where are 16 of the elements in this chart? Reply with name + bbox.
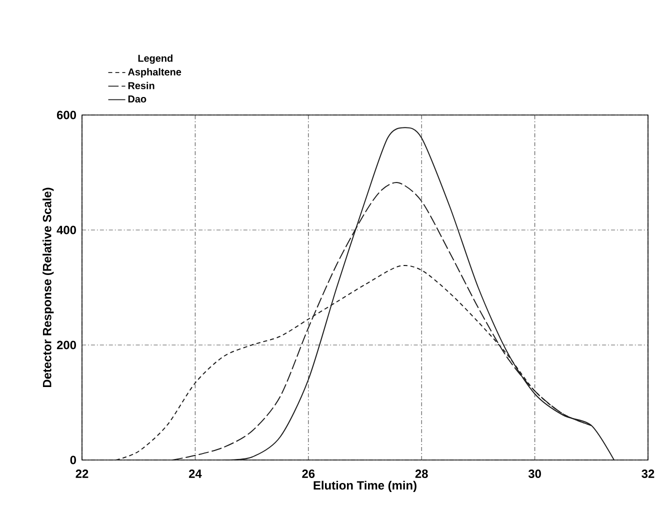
y-axis-title: Detector Response (Relative Scale)	[42, 188, 54, 388]
x-axis-title: Elution Time (min)	[314, 480, 416, 492]
legend-label: Asphaltene	[128, 68, 182, 78]
y-tick-label: 400	[56, 226, 76, 234]
y-tick-label: 200	[56, 340, 76, 350]
legend-label: Resin	[128, 82, 154, 90]
legend-label: Dao	[128, 96, 146, 103]
x-tick-label: 26	[302, 470, 315, 478]
legend-title: Legend	[138, 54, 172, 64]
x-tick-label: 24	[188, 470, 202, 478]
y-tick-label: 0	[70, 456, 76, 464]
x-tick-label: 32	[642, 470, 654, 478]
x-tick-label: 30	[528, 470, 541, 478]
x-tick-label: 22	[76, 470, 88, 478]
y-tick-label: 600	[56, 110, 76, 120]
x-tick-label: 28	[415, 470, 428, 478]
